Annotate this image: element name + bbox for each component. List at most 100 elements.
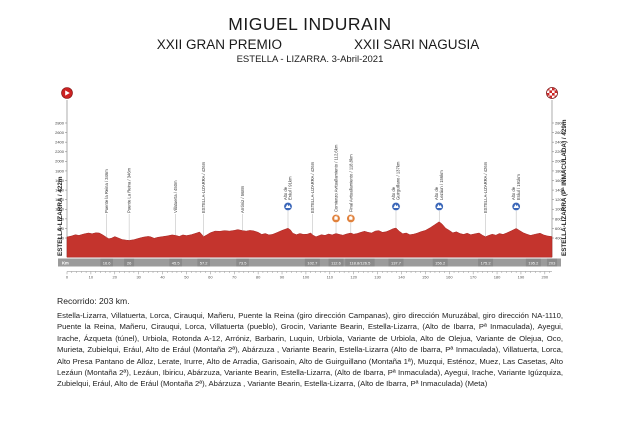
svg-text:Final Avituallamiento / 118,8k: Final Avituallamiento / 118,8km [348,154,353,212]
subtitle-gran-premio: XXII GRAN PREMIO [156,37,282,52]
svg-text:1200: 1200 [555,197,565,202]
waypoints: Puente la Reina / 346m Puente La Reina / … [104,144,521,241]
svg-text:1000: 1000 [555,207,565,212]
svg-text:2200: 2200 [555,149,565,154]
svg-text:120: 120 [350,275,357,280]
svg-text:2000: 2000 [55,159,65,164]
mountain-category-icon [391,202,401,212]
svg-text:50: 50 [184,275,189,280]
svg-text:102.7: 102.7 [307,260,318,265]
subtitle-location-date: ESTELLA - LIZARRA. 3-Abril-2021 [236,54,384,65]
waypoint-climb: Alto de Lezáun / 156km [434,170,444,222]
feed-zone-icon [346,214,356,224]
svg-text:137.7: 137.7 [391,260,402,265]
svg-text:130: 130 [374,275,381,280]
waypoint-climb: Alto de Erául / 191km [511,174,521,229]
finish-axis-label: ESTELLA-LIZARRA (Pª INMACULADA) / 429m [561,119,568,256]
svg-text:800: 800 [555,216,562,221]
svg-text:2800: 2800 [55,120,65,125]
svg-text:195.2: 195.2 [528,260,539,265]
svg-text:2800: 2800 [555,120,565,125]
start-axis-label: ESTELLA-LIZARRA / 422m [57,176,64,256]
svg-text:Alto de: Alto de [391,186,396,200]
svg-text:Alto de: Alto de [434,186,439,200]
svg-text:90: 90 [280,275,285,280]
waypoint-town: Arróniz / 568m [240,185,245,231]
waypoint-town: Puente La Reina / 346m [127,167,132,241]
svg-text:45.5: 45.5 [172,260,181,265]
svg-text:2400: 2400 [55,140,65,145]
svg-text:ESTELLA-LIZARRA / 426m: ESTELLA-LIZARRA / 426m [201,161,206,213]
svg-text:Comienzo Avituallamiento / 112: Comienzo Avituallamiento / 112,6km [334,144,339,212]
svg-text:10: 10 [89,275,94,280]
svg-text:70: 70 [232,275,237,280]
svg-text:30: 30 [136,275,141,280]
mountain-category-icon [434,202,444,212]
svg-text:Erául / 191km: Erául / 191km [516,174,521,200]
svg-text:156.2: 156.2 [435,260,446,265]
waypoint-town: Puente la Reina / 346m [104,169,109,238]
elevation-profile-chart: 400 400 600 600 800 800 1000 1000 1200 1200 1400 14… [0,80,620,282]
svg-text:1800: 1800 [555,168,565,173]
waypoint-town: ESTELLA-LIZARRA / 426m [483,161,488,237]
waypoint-town: ESTELLA-LIZARRA / 426m [310,161,315,235]
x-axis: 0 10 20 30 40 50 60 70 80 90 100 110 120 130 140 150 160… [66,271,552,280]
svg-text:ESTELLA-LIZARRA / 426m: ESTELLA-LIZARRA / 426m [483,161,488,213]
svg-text:20: 20 [113,275,118,280]
km-bar: Km 16.6 26 45.5 57.2 73.5 102.7 112.6 118.8/126.… [58,258,561,267]
svg-text:60: 60 [208,275,213,280]
svg-text:2000: 2000 [555,159,565,164]
svg-text:Erául / 91km: Erául / 91km [288,176,293,200]
svg-text:16.6: 16.6 [103,260,112,265]
svg-text:80: 80 [256,275,261,280]
mountain-category-icon [511,202,521,212]
svg-text:600: 600 [57,226,64,231]
y-axes: 400 400 600 600 800 800 1000 1000 1200 1200 1400 14… [55,100,565,258]
svg-text:1600: 1600 [55,178,65,183]
svg-text:203: 203 [549,260,556,265]
subtitle-sari-nagusia: XXII SARI NAGUSIA [353,37,480,52]
svg-text:800: 800 [57,216,64,221]
svg-text:Alto de: Alto de [511,186,516,200]
svg-text:1800: 1800 [55,168,65,173]
svg-text:150: 150 [422,275,429,280]
waypoint-feed: Final Avituallamiento / 118,8km [346,154,356,233]
svg-text:Arróniz / 568m: Arróniz / 568m [240,185,245,213]
svg-text:Puente La Reina / 346m: Puente La Reina / 346m [127,167,132,213]
svg-text:73.5: 73.5 [239,260,248,265]
svg-text:190: 190 [518,275,525,280]
route-description: Estella-Lizarra, Villatuerta, Lorca, Cir… [57,311,563,389]
svg-text:1200: 1200 [55,197,65,202]
svg-text:175.2: 175.2 [481,260,492,265]
svg-text:200: 200 [541,275,548,280]
finish-icon [546,87,558,99]
svg-text:118.8/126.5: 118.8/126.5 [349,260,371,265]
mountain-category-icon [283,202,293,212]
svg-text:Km: Km [62,260,69,265]
svg-text:170: 170 [470,275,477,280]
page-title: MIGUEL INDURAIN [228,14,392,34]
svg-text:57.2: 57.2 [200,260,209,265]
svg-text:2400: 2400 [555,140,565,145]
svg-text:1400: 1400 [555,187,565,192]
distance-summary: Recorrido: 203 km. [57,296,130,306]
waypoint-town: ESTELLA-LIZARRA / 426m [201,161,206,237]
svg-text:100: 100 [303,275,310,280]
subtitle-row: XXII GRAN PREMIO XXII SARI NAGUSIA [8,37,620,52]
svg-text:2600: 2600 [555,130,565,135]
svg-text:400: 400 [57,235,64,240]
svg-text:2600: 2600 [55,130,65,135]
svg-text:1000: 1000 [55,207,65,212]
svg-text:0: 0 [66,275,69,280]
svg-text:Alto de: Alto de [283,186,288,200]
svg-text:40: 40 [160,275,165,280]
svg-text:26: 26 [127,260,132,265]
svg-text:110: 110 [327,275,334,280]
svg-text:160: 160 [446,275,453,280]
svg-text:112.6: 112.6 [331,260,341,265]
waypoint-climb: Alto de Erául / 91km [283,176,293,229]
waypoint-town: Villatuerta / 450m [173,180,178,236]
svg-text:Lezáun / 156km: Lezáun / 156km [439,170,444,200]
